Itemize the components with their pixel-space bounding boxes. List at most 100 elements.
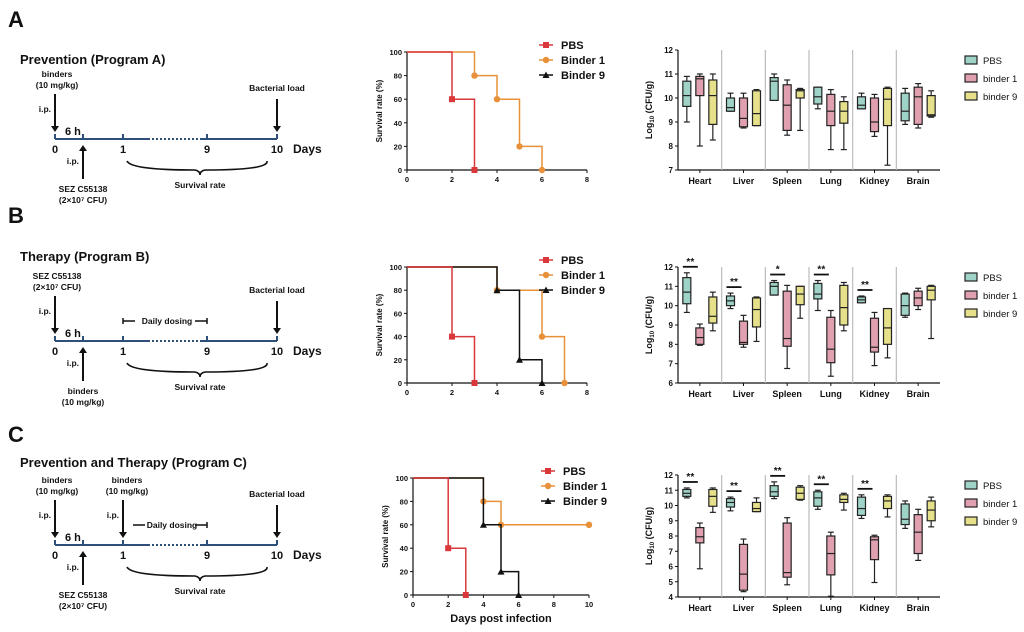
y-axis-label: Survival rate (%) xyxy=(375,79,384,142)
legend-label: binder 9 xyxy=(983,517,1017,528)
event-label: (2×10⁷ CFU) xyxy=(33,282,81,292)
box-binder-1 xyxy=(738,97,749,128)
box-PBS xyxy=(682,80,692,107)
box-binder-9 xyxy=(839,284,849,326)
box-binder-9 xyxy=(926,500,936,522)
route-label: i.p. xyxy=(107,510,119,520)
legend-swatch xyxy=(964,290,978,300)
data-point-circle xyxy=(538,166,546,174)
category-label: Liver xyxy=(733,176,755,186)
category-label: Heart xyxy=(688,176,711,186)
timeline-tick-label: 0 xyxy=(52,550,58,562)
arrow-head-icon xyxy=(273,126,281,132)
days-label: Days xyxy=(293,548,322,562)
series-line-binder-9 xyxy=(413,477,520,595)
box-PBS xyxy=(813,86,823,105)
x-axis-label: Days post infection xyxy=(450,613,552,625)
legend-label: Binder 1 xyxy=(561,270,605,282)
box-binder-1 xyxy=(869,536,880,561)
x-tick-label: 6 xyxy=(517,600,521,609)
series-line-pbs xyxy=(407,51,476,170)
y-tick-label: 8 xyxy=(669,142,674,151)
box-PBS xyxy=(769,76,779,101)
box-binder-9 xyxy=(926,285,936,301)
box-binder-9 xyxy=(839,494,849,504)
x-tick-label: 8 xyxy=(552,600,556,609)
y-tick-label: 11 xyxy=(665,486,674,495)
category-label: Liver xyxy=(733,603,755,613)
box-PBS xyxy=(900,92,910,122)
timeline-tick-label: 9 xyxy=(204,550,210,562)
y-tick-label: 60 xyxy=(394,95,402,104)
y-tick-label: 20 xyxy=(394,142,402,151)
y-tick-label: 20 xyxy=(400,568,408,577)
six-hours-label: 6 h xyxy=(65,328,81,340)
box-binder-1 xyxy=(782,522,792,578)
y-tick-label: 6 xyxy=(669,379,674,388)
data-point-triangle xyxy=(479,521,487,528)
y-tick-label: 10 xyxy=(664,94,673,103)
survival-chart-B: 0 20 40 60 80 100 0 2 4 6 8 Survival rate (%) PBS Bin… xyxy=(375,255,605,397)
legend-label: PBS xyxy=(983,481,1002,492)
route-label: i.p. xyxy=(39,306,51,316)
y-tick-label: 7 xyxy=(669,166,674,175)
x-tick-label: 6 xyxy=(540,175,544,184)
y-tick-label: 0 xyxy=(398,379,402,388)
legend-label: binder 1 xyxy=(983,291,1017,302)
data-point-circle xyxy=(561,379,568,387)
y-axis-label: Survival rate (%) xyxy=(375,293,384,356)
data-point-square xyxy=(449,96,455,103)
data-point-triangle xyxy=(516,356,523,363)
y-axis-label: Log10 (CFU/g) xyxy=(644,507,656,565)
legend-label: binder 1 xyxy=(983,74,1017,85)
box-PBS xyxy=(856,96,867,110)
event-label: binders xyxy=(42,69,73,79)
event-label: (2×10⁷ CFU) xyxy=(59,601,107,611)
box-binder-1 xyxy=(695,327,705,345)
category-label: Kidney xyxy=(859,603,889,613)
significance-stars: ** xyxy=(686,472,694,483)
survival-rate-label: Survival rate xyxy=(174,586,225,596)
y-tick-label: 0 xyxy=(398,166,402,175)
x-tick-label: 2 xyxy=(450,175,454,184)
y-axis-label: Survival rate (%) xyxy=(381,505,390,568)
box-binder-1 xyxy=(913,86,923,125)
legend-swatch xyxy=(964,498,978,508)
survival-brace xyxy=(126,160,268,176)
legend-swatch xyxy=(964,73,978,83)
box-binder-9 xyxy=(882,87,893,127)
y-tick-label: 9 xyxy=(669,118,674,127)
box-binder-9 xyxy=(882,495,893,510)
data-point-square xyxy=(445,545,452,552)
y-tick-label: 100 xyxy=(395,474,408,483)
y-tick-label: 8 xyxy=(669,532,674,541)
box-binder-1 xyxy=(738,543,749,591)
arrow-head-icon xyxy=(119,532,127,538)
y-tick-label: 9 xyxy=(669,321,674,330)
event-label: SEZ C55138 xyxy=(59,184,108,194)
y-tick-label: 60 xyxy=(400,521,408,530)
y-tick-label: 40 xyxy=(394,119,402,128)
legend-swatch xyxy=(964,91,978,101)
event-label: (10 mg/kg) xyxy=(106,486,149,496)
y-tick-label: 80 xyxy=(400,497,408,506)
timeline: 0 1 9 10 Days 6 h SEZ C55138(2×10⁷ CFU) i.p. i.p… xyxy=(33,271,322,407)
y-tick-label: 0 xyxy=(404,591,408,600)
box-binder-1 xyxy=(913,514,923,555)
bacterial-load-label: Bacterial load xyxy=(249,489,305,499)
y-tick-label: 100 xyxy=(389,263,402,272)
event-label: SEZ C55138 xyxy=(59,590,108,600)
timeline-tick-label: 0 xyxy=(52,346,58,358)
legend-label: binder 9 xyxy=(983,92,1017,103)
legend-label: PBS xyxy=(983,56,1002,67)
legend-label: Binder 1 xyxy=(563,481,607,493)
category-label: Lung xyxy=(820,603,842,613)
panel-C: C Prevention and Therapy (Program C) 0 1 9 10… xyxy=(8,422,322,611)
data-point-triangle xyxy=(538,379,546,386)
data-point-square xyxy=(471,380,478,386)
x-tick-label: 4 xyxy=(495,175,500,184)
event-label: binders xyxy=(42,475,73,485)
data-point-circle xyxy=(471,72,478,79)
legend-label: Binder 9 xyxy=(561,70,605,82)
